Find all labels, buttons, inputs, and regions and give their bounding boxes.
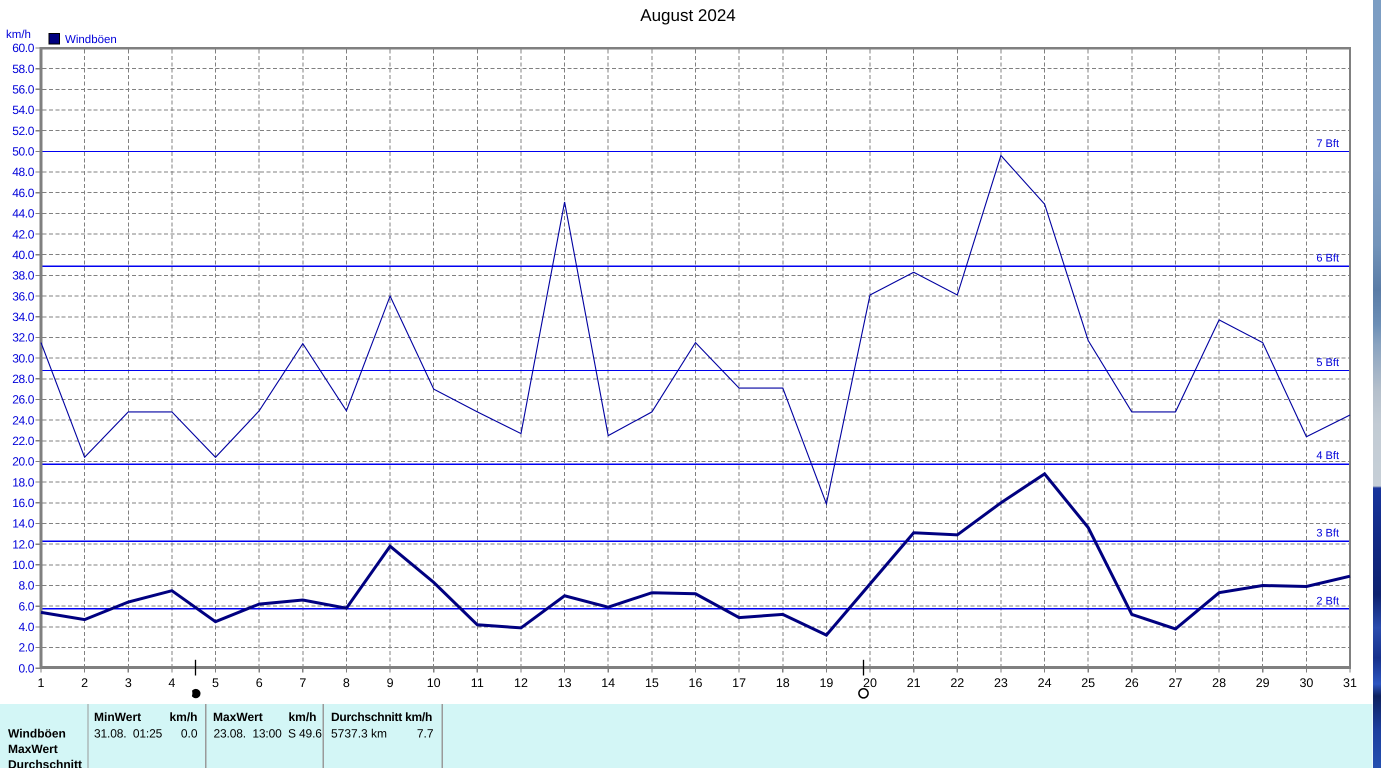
svg-text:1: 1 (38, 676, 45, 690)
svg-text:km/h: km/h (169, 710, 197, 724)
svg-text:4 Bft: 4 Bft (1316, 450, 1339, 462)
svg-text:34.0: 34.0 (12, 310, 34, 324)
svg-text:August 2024: August 2024 (640, 6, 735, 25)
svg-text:0.0: 0.0 (181, 727, 198, 741)
svg-text:58.0: 58.0 (12, 62, 34, 76)
svg-text:28.0: 28.0 (12, 372, 34, 386)
svg-text:22.0: 22.0 (12, 434, 34, 448)
svg-text:0.0: 0.0 (19, 661, 35, 675)
svg-text:11: 11 (471, 676, 484, 690)
svg-text:27: 27 (1169, 676, 1183, 690)
svg-text:46.0: 46.0 (12, 186, 34, 200)
svg-text:18: 18 (776, 676, 790, 690)
svg-text:8: 8 (343, 676, 350, 690)
svg-text:22: 22 (950, 676, 964, 690)
svg-text:21: 21 (907, 676, 921, 690)
svg-text:4: 4 (168, 676, 175, 690)
svg-text:8.0: 8.0 (19, 579, 35, 593)
svg-text:50.0: 50.0 (12, 145, 34, 159)
svg-text:60.0: 60.0 (12, 41, 34, 55)
svg-text:40.0: 40.0 (12, 248, 34, 262)
svg-text:31: 31 (1343, 676, 1357, 690)
svg-text:12: 12 (514, 676, 528, 690)
svg-text:17: 17 (732, 676, 746, 690)
svg-text:5 Bft: 5 Bft (1316, 357, 1339, 369)
svg-text:2: 2 (81, 676, 88, 690)
svg-text:38.0: 38.0 (12, 269, 34, 283)
svg-text:6 Bft: 6 Bft (1316, 253, 1339, 265)
svg-text:2 Bft: 2 Bft (1316, 595, 1339, 607)
svg-text:5: 5 (212, 676, 219, 690)
svg-text:24.0: 24.0 (12, 413, 34, 427)
svg-text:56.0: 56.0 (12, 83, 34, 97)
svg-text:54.0: 54.0 (12, 103, 34, 117)
svg-text:MinWert: MinWert (94, 710, 141, 724)
svg-text:16: 16 (689, 676, 703, 690)
svg-text:20.0: 20.0 (12, 455, 34, 469)
svg-text:Windböen: Windböen (8, 727, 66, 741)
svg-text:18.0: 18.0 (12, 475, 34, 489)
svg-text:3: 3 (125, 676, 132, 690)
svg-text:Durchschnitt: Durchschnitt (8, 758, 82, 768)
svg-text:52.0: 52.0 (12, 124, 34, 138)
svg-text:29: 29 (1256, 676, 1270, 690)
svg-text:4.0: 4.0 (19, 620, 35, 634)
svg-text:6: 6 (256, 676, 263, 690)
svg-text:5737.3 km: 5737.3 km (331, 727, 387, 741)
svg-text:14.0: 14.0 (12, 517, 34, 531)
svg-text:13: 13 (558, 676, 572, 690)
svg-text:10: 10 (427, 676, 441, 690)
svg-text:7.7: 7.7 (417, 727, 434, 741)
svg-text:9: 9 (387, 676, 394, 690)
svg-text:MaxWert: MaxWert (8, 742, 58, 756)
svg-text:23.08. 13:00 S 49.6: 23.08. 13:00 S 49.6 (214, 727, 323, 741)
svg-text:20: 20 (863, 676, 877, 690)
svg-text:km/h: km/h (6, 29, 31, 41)
svg-text:7: 7 (299, 676, 306, 690)
svg-text:32.0: 32.0 (12, 331, 34, 345)
svg-text:30: 30 (1299, 676, 1313, 690)
svg-text:30.0: 30.0 (12, 351, 34, 365)
svg-text:25: 25 (1081, 676, 1095, 690)
svg-text:6.0: 6.0 (19, 599, 35, 613)
svg-text:16.0: 16.0 (12, 496, 34, 510)
svg-text:Durchschnitt km/h: Durchschnitt km/h (331, 710, 432, 724)
svg-text:23: 23 (994, 676, 1008, 690)
svg-text:2.0: 2.0 (19, 641, 35, 655)
svg-text:26.0: 26.0 (12, 393, 34, 407)
svg-text:19: 19 (819, 676, 833, 690)
svg-text:14: 14 (601, 676, 615, 690)
svg-text:28: 28 (1212, 676, 1226, 690)
svg-text:36.0: 36.0 (12, 289, 34, 303)
svg-text:31.08. 01:25: 31.08. 01:25 (94, 727, 163, 741)
svg-text:44.0: 44.0 (12, 207, 34, 221)
svg-text:MaxWert: MaxWert (213, 710, 263, 724)
svg-text:3 Bft: 3 Bft (1316, 528, 1339, 540)
svg-text:Windböen: Windböen (65, 34, 117, 46)
svg-text:km/h: km/h (288, 710, 316, 724)
svg-text:15: 15 (645, 676, 659, 690)
svg-text:24: 24 (1038, 676, 1052, 690)
svg-text:10.0: 10.0 (12, 558, 34, 572)
svg-text:48.0: 48.0 (12, 165, 34, 179)
svg-text:7 Bft: 7 Bft (1316, 138, 1339, 150)
svg-text:26: 26 (1125, 676, 1139, 690)
svg-text:42.0: 42.0 (12, 227, 34, 241)
svg-text:12.0: 12.0 (12, 537, 34, 551)
